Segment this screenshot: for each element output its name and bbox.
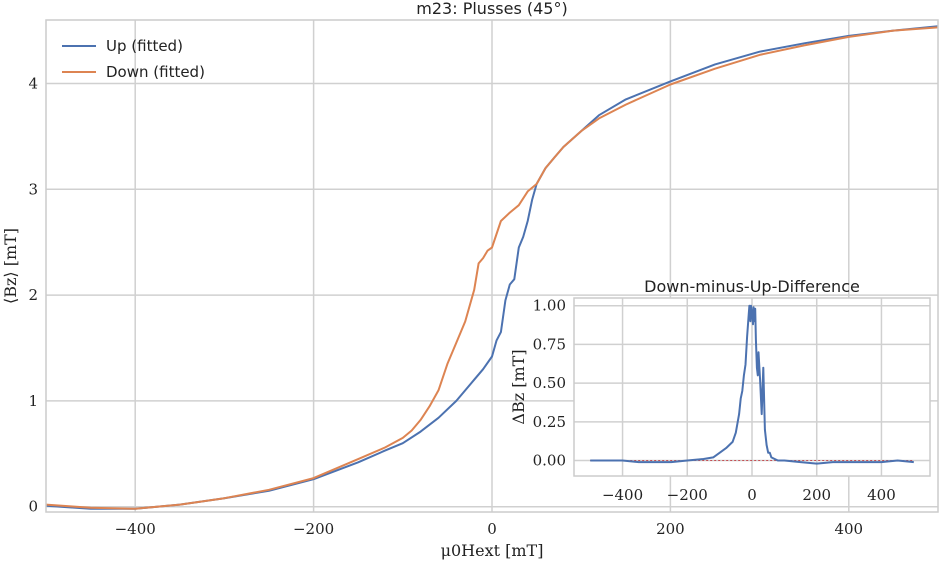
legend-entry-up: Up (fitted) — [106, 37, 183, 55]
x-tick-label: 200 — [802, 486, 831, 504]
x-tick-label: −400 — [602, 486, 643, 504]
x-tick-label: 400 — [834, 520, 863, 538]
y-tick-label: 0.00 — [533, 452, 566, 470]
y-tick-label: 0 — [28, 498, 38, 516]
inset-grid — [574, 298, 930, 476]
series-line-0 — [590, 304, 914, 465]
main-x-axis-label: μ0Hext [mT] — [441, 541, 544, 560]
x-tick-label: −200 — [667, 486, 708, 504]
legend: Up (fitted) Down (fitted) — [62, 37, 205, 81]
inset-plot-frame — [573, 297, 931, 477]
main-y-axis-label: ⟨Bz⟩ [mT] — [1, 228, 20, 304]
x-tick-label: 0 — [487, 520, 497, 538]
main-chart-title: m23: Plusses (45°) — [416, 0, 567, 18]
inset-chart-title: Down-minus-Up-Difference — [644, 277, 860, 296]
y-tick-label: 1.00 — [533, 297, 566, 315]
y-tick-label: 0.75 — [533, 335, 566, 353]
inset-y-axis-label: ΔBz [mT] — [509, 349, 528, 424]
y-tick-label: 0.25 — [533, 413, 566, 431]
inset-tick-labels: −400 −200 0 200 400 0.00 0.25 0.50 0.75 1.00 — [533, 297, 896, 504]
y-tick-label: 1 — [28, 392, 38, 410]
x-tick-label: 200 — [656, 520, 685, 538]
legend-entry-down: Down (fitted) — [106, 63, 205, 81]
y-tick-label: 3 — [28, 180, 38, 198]
series-line-up-fitted — [45, 25, 939, 510]
x-tick-label: −200 — [293, 520, 334, 538]
y-tick-label: 4 — [28, 74, 38, 92]
main-series — [45, 25, 939, 510]
inset-series — [590, 304, 914, 465]
y-tick-label: 0.50 — [533, 374, 566, 392]
series-line-down-fitted — [45, 26, 939, 510]
y-tick-label: 2 — [28, 286, 38, 304]
x-tick-label: −400 — [115, 520, 156, 538]
x-tick-label: 400 — [867, 486, 896, 504]
inset-plot: −400 −200 0 200 400 0.00 0.25 0.50 0.75 1.00 Down… — [509, 277, 931, 504]
main-plot-frame — [45, 19, 939, 513]
x-tick-label: 0 — [747, 486, 757, 504]
